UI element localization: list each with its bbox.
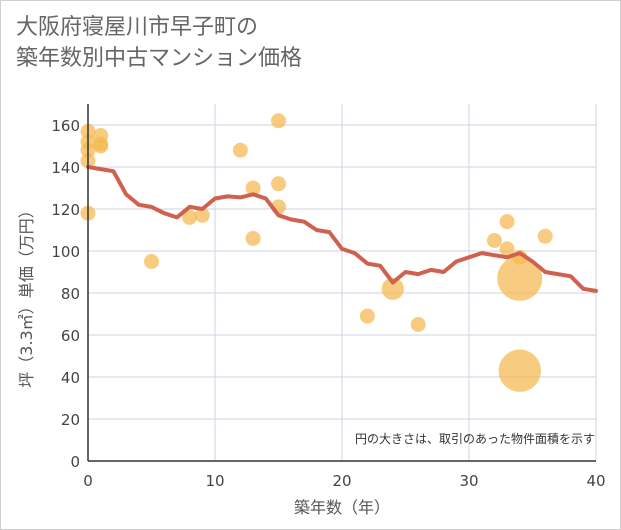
scatter-point (93, 138, 109, 154)
y-tick-label: 60 (61, 327, 80, 345)
scatter-point (232, 142, 248, 158)
scatter-point (359, 308, 375, 324)
trend-line (86, 165, 598, 293)
y-tick-label: 80 (61, 285, 80, 303)
scatter-point (497, 255, 543, 301)
y-tick-label: 20 (61, 411, 80, 429)
x-tick-label: 10 (205, 472, 224, 490)
y-tick-label: 140 (51, 159, 80, 177)
scatter-point (410, 317, 426, 332)
trend-line-group (86, 165, 598, 293)
x-tick-label: 30 (459, 472, 478, 490)
scatter-bubbles (80, 113, 553, 392)
scatter-point (499, 214, 515, 230)
y-tick-label: 40 (61, 369, 80, 387)
chart-title-line1: 大阪府寝屋川市早子町の (16, 15, 259, 40)
scatter-point (182, 209, 198, 225)
x-tick-label: 0 (83, 472, 93, 490)
scatter-point (144, 254, 159, 269)
scatter-point (486, 233, 502, 248)
scatter-point (499, 241, 515, 257)
size-note: 円の大きさは、取引のあった物件面積を示す (355, 431, 595, 446)
y-tick-label: 160 (51, 117, 80, 135)
scatter-point (245, 180, 261, 196)
scatter-point (245, 230, 261, 246)
x-tick-label: 40 (586, 472, 605, 490)
axes (87, 104, 596, 462)
grid-lines (88, 104, 597, 461)
chart-title-line2: 築年数別中古マンション価格 (16, 46, 303, 71)
x-axis-label: 築年数（年） (294, 498, 390, 517)
chart-title: 大阪府寝屋川市早子町の 築年数別中古マンション価格 (16, 12, 302, 74)
scatter-point (271, 113, 286, 129)
scatter-point (194, 207, 210, 223)
scatter-point (498, 349, 542, 392)
scatter-point (381, 277, 404, 300)
scatter-point (537, 228, 553, 244)
y-tick-label: 120 (51, 201, 80, 219)
scatter-point (271, 176, 286, 192)
tick-labels: 0 20 40 60 80 100 120 140 160 0 10 20 30 40 (51, 117, 605, 490)
y-tick-label: 100 (51, 243, 80, 261)
x-tick-label: 20 (332, 472, 351, 490)
y-tick-label: 0 (70, 453, 80, 471)
y-axis-label: 坪（3.3㎡）単価（万円） (17, 202, 36, 387)
